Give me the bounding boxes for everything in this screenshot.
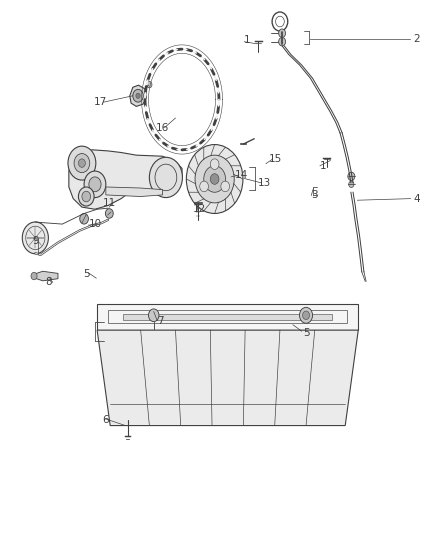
Circle shape: [82, 191, 91, 202]
Circle shape: [349, 181, 354, 188]
Circle shape: [200, 181, 208, 192]
Circle shape: [279, 29, 286, 37]
Circle shape: [80, 214, 88, 224]
Circle shape: [74, 154, 90, 173]
Text: 9: 9: [32, 236, 39, 246]
Circle shape: [303, 311, 310, 319]
Circle shape: [31, 272, 37, 280]
Circle shape: [186, 144, 243, 214]
Text: 14: 14: [235, 171, 248, 180]
Circle shape: [84, 171, 106, 198]
Polygon shape: [106, 187, 162, 197]
Polygon shape: [97, 304, 358, 330]
Circle shape: [195, 155, 234, 203]
Circle shape: [106, 209, 113, 218]
Circle shape: [133, 90, 143, 102]
Text: 4: 4: [414, 193, 420, 204]
Text: 15: 15: [269, 155, 282, 164]
Text: 2: 2: [414, 34, 420, 44]
Polygon shape: [123, 314, 332, 319]
Text: 17: 17: [94, 97, 107, 107]
Text: 5: 5: [303, 328, 309, 338]
Text: 16: 16: [156, 123, 169, 133]
Text: 11: 11: [102, 198, 116, 208]
Text: 12: 12: [193, 204, 206, 214]
Text: 5: 5: [83, 270, 89, 279]
Circle shape: [89, 177, 101, 192]
Polygon shape: [130, 85, 146, 107]
Text: 7: 7: [157, 316, 163, 326]
Text: 13: 13: [258, 177, 271, 188]
Polygon shape: [97, 330, 358, 425]
Circle shape: [136, 93, 140, 99]
Circle shape: [147, 82, 152, 88]
Circle shape: [68, 146, 96, 180]
Circle shape: [148, 309, 159, 321]
Circle shape: [204, 166, 226, 192]
Text: 1: 1: [320, 161, 327, 171]
Circle shape: [221, 181, 230, 192]
Text: 10: 10: [88, 219, 102, 229]
Circle shape: [78, 187, 94, 206]
Circle shape: [210, 159, 219, 169]
Circle shape: [279, 37, 286, 46]
Text: 6: 6: [102, 415, 109, 425]
Polygon shape: [69, 150, 182, 209]
Circle shape: [300, 308, 313, 323]
Text: 3: 3: [311, 190, 318, 200]
Circle shape: [210, 174, 219, 184]
Circle shape: [78, 159, 85, 167]
Circle shape: [149, 157, 183, 198]
Circle shape: [348, 172, 355, 181]
Polygon shape: [32, 271, 58, 281]
Text: 1: 1: [244, 35, 251, 45]
Text: 8: 8: [45, 277, 52, 287]
Circle shape: [22, 222, 48, 254]
